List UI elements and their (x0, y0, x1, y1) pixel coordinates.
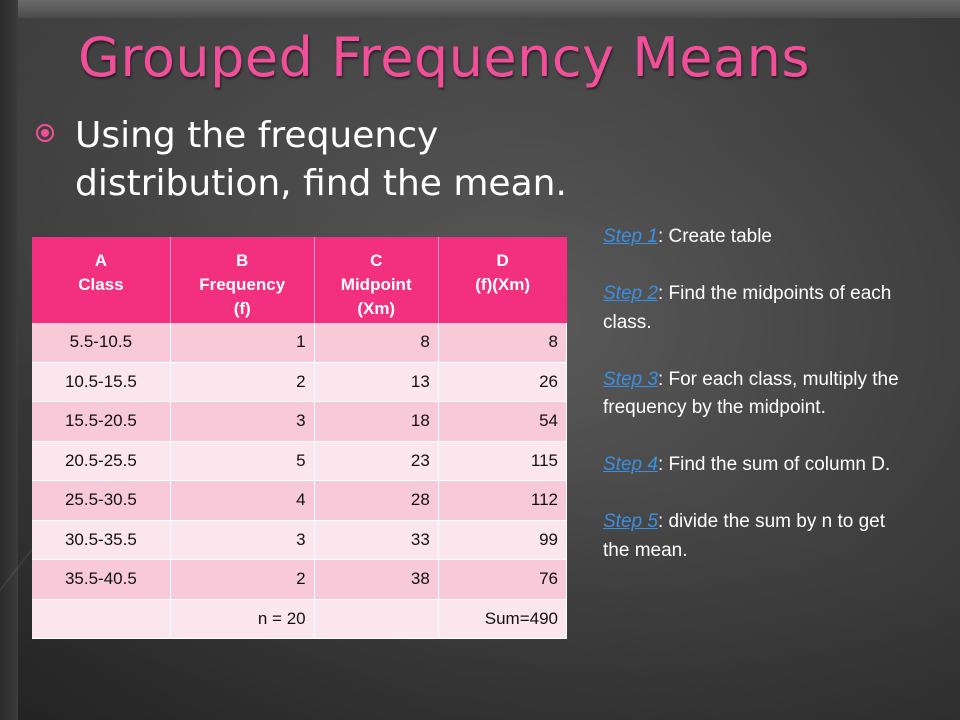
step-3-text: : For each class, multiply the frequency… (603, 368, 899, 419)
cell-class: 30.5-35.5 (32, 520, 171, 560)
table-summary-row: n = 20 Sum=490 (32, 599, 568, 639)
cell-product: 54 (438, 401, 568, 442)
header-product: D (f)(Xm) (438, 237, 567, 323)
cell-midpoint: 23 (314, 441, 439, 481)
table-row: 15.5-20.5 3 18 54 (32, 401, 568, 442)
header-midpoint-letter: C (370, 251, 383, 270)
header-frequency: B Frequency (f) (170, 237, 315, 323)
header-product-label: (f)(Xm) (475, 275, 531, 294)
slide-title: Grouped Frequency Means (78, 26, 810, 89)
cell-midpoint: 38 (314, 559, 439, 600)
table-header-row: A Class B Frequency (f) C Midpoint (Xm) … (32, 237, 567, 323)
bullet-point: Using the frequency distribution, find t… (36, 112, 656, 208)
cell-frequency: 2 (170, 559, 315, 600)
table-row: 35.5-40.5 2 38 76 (32, 559, 568, 600)
header-frequency-label: Frequency (199, 275, 286, 294)
cell-frequency: 2 (170, 362, 315, 402)
cell-class: 15.5-20.5 (32, 401, 171, 442)
cell-product: 76 (438, 559, 568, 600)
cell-product: 8 (438, 323, 568, 363)
cell-frequency: 3 (170, 520, 315, 560)
cell-class (32, 599, 171, 639)
frequency-table: A Class B Frequency (f) C Midpoint (Xm) … (32, 237, 568, 639)
header-midpoint-symbol: (Xm) (357, 299, 396, 318)
table-row: 30.5-35.5 3 33 99 (32, 520, 568, 560)
cell-midpoint (314, 599, 439, 639)
step-1-text: : Create table (657, 226, 773, 247)
header-frequency-symbol: (f) (233, 299, 251, 318)
cell-frequency: 4 (170, 480, 315, 521)
table-row: 20.5-25.5 5 23 115 (32, 441, 568, 481)
header-class-label: Class (78, 275, 124, 294)
step-4: Step 4: Find the sum of column D. (603, 451, 903, 480)
cell-midpoint: 18 (314, 401, 439, 442)
cell-class: 20.5-25.5 (32, 441, 171, 481)
step-5-text: : divide the sum by n to get the mean. (603, 511, 886, 561)
cell-product: 99 (438, 520, 568, 560)
circle-bullet-icon (36, 124, 54, 142)
step-1-link[interactable]: Step 1 (603, 226, 658, 247)
cell-class: 5.5-10.5 (32, 323, 171, 363)
step-2-text: : Find the midpoints of each class. (603, 283, 892, 333)
header-product-letter: D (496, 251, 509, 270)
slide-top-edge (0, 0, 960, 18)
header-midpoint: C Midpoint (Xm) (314, 237, 439, 323)
header-frequency-letter: B (236, 251, 249, 270)
cell-frequency: 3 (170, 401, 315, 442)
step-3-link[interactable]: Step 3 (603, 368, 658, 390)
step-2: Step 2: Find the midpoints of each class… (603, 280, 903, 337)
cell-class: 25.5-30.5 (32, 480, 171, 521)
cell-sum-total: Sum=490 (438, 599, 568, 639)
header-midpoint-label: Midpoint (340, 275, 412, 294)
steps-list: Step 1: Create table Step 2: Find the mi… (603, 223, 903, 594)
step-5-link[interactable]: Step 5 (603, 511, 658, 532)
cell-midpoint: 8 (314, 323, 439, 363)
cell-product: 112 (438, 480, 568, 521)
step-3: Step 3: For each class, multiply the fre… (603, 366, 903, 423)
header-class: A Class (32, 237, 171, 323)
step-1: Step 1: Create table (603, 223, 903, 252)
table-row: 5.5-10.5 1 8 8 (32, 323, 568, 363)
cell-frequency: 5 (170, 441, 315, 481)
table-row: 10.5-15.5 2 13 26 (32, 362, 568, 402)
cell-n-total: n = 20 (170, 599, 315, 639)
step-5: Step 5: divide the sum by n to get the m… (603, 508, 903, 565)
step-4-link[interactable]: Step 4 (603, 454, 658, 475)
cell-midpoint: 13 (314, 362, 439, 402)
cell-product: 26 (438, 362, 568, 402)
cell-product: 115 (438, 441, 568, 481)
bullet-text: Using the frequency distribution, find t… (75, 115, 567, 204)
cell-midpoint: 33 (314, 520, 439, 560)
step-2-link[interactable]: Step 2 (603, 283, 658, 304)
cell-midpoint: 28 (314, 480, 439, 521)
header-class-letter: A (94, 251, 108, 270)
cell-frequency: 1 (170, 323, 315, 363)
cell-class: 10.5-15.5 (32, 362, 171, 402)
table-row: 25.5-30.5 4 28 112 (32, 480, 568, 521)
cell-class: 35.5-40.5 (32, 559, 171, 600)
step-4-text: : Find the sum of column D. (657, 454, 891, 475)
slide-left-edge (0, 0, 18, 720)
